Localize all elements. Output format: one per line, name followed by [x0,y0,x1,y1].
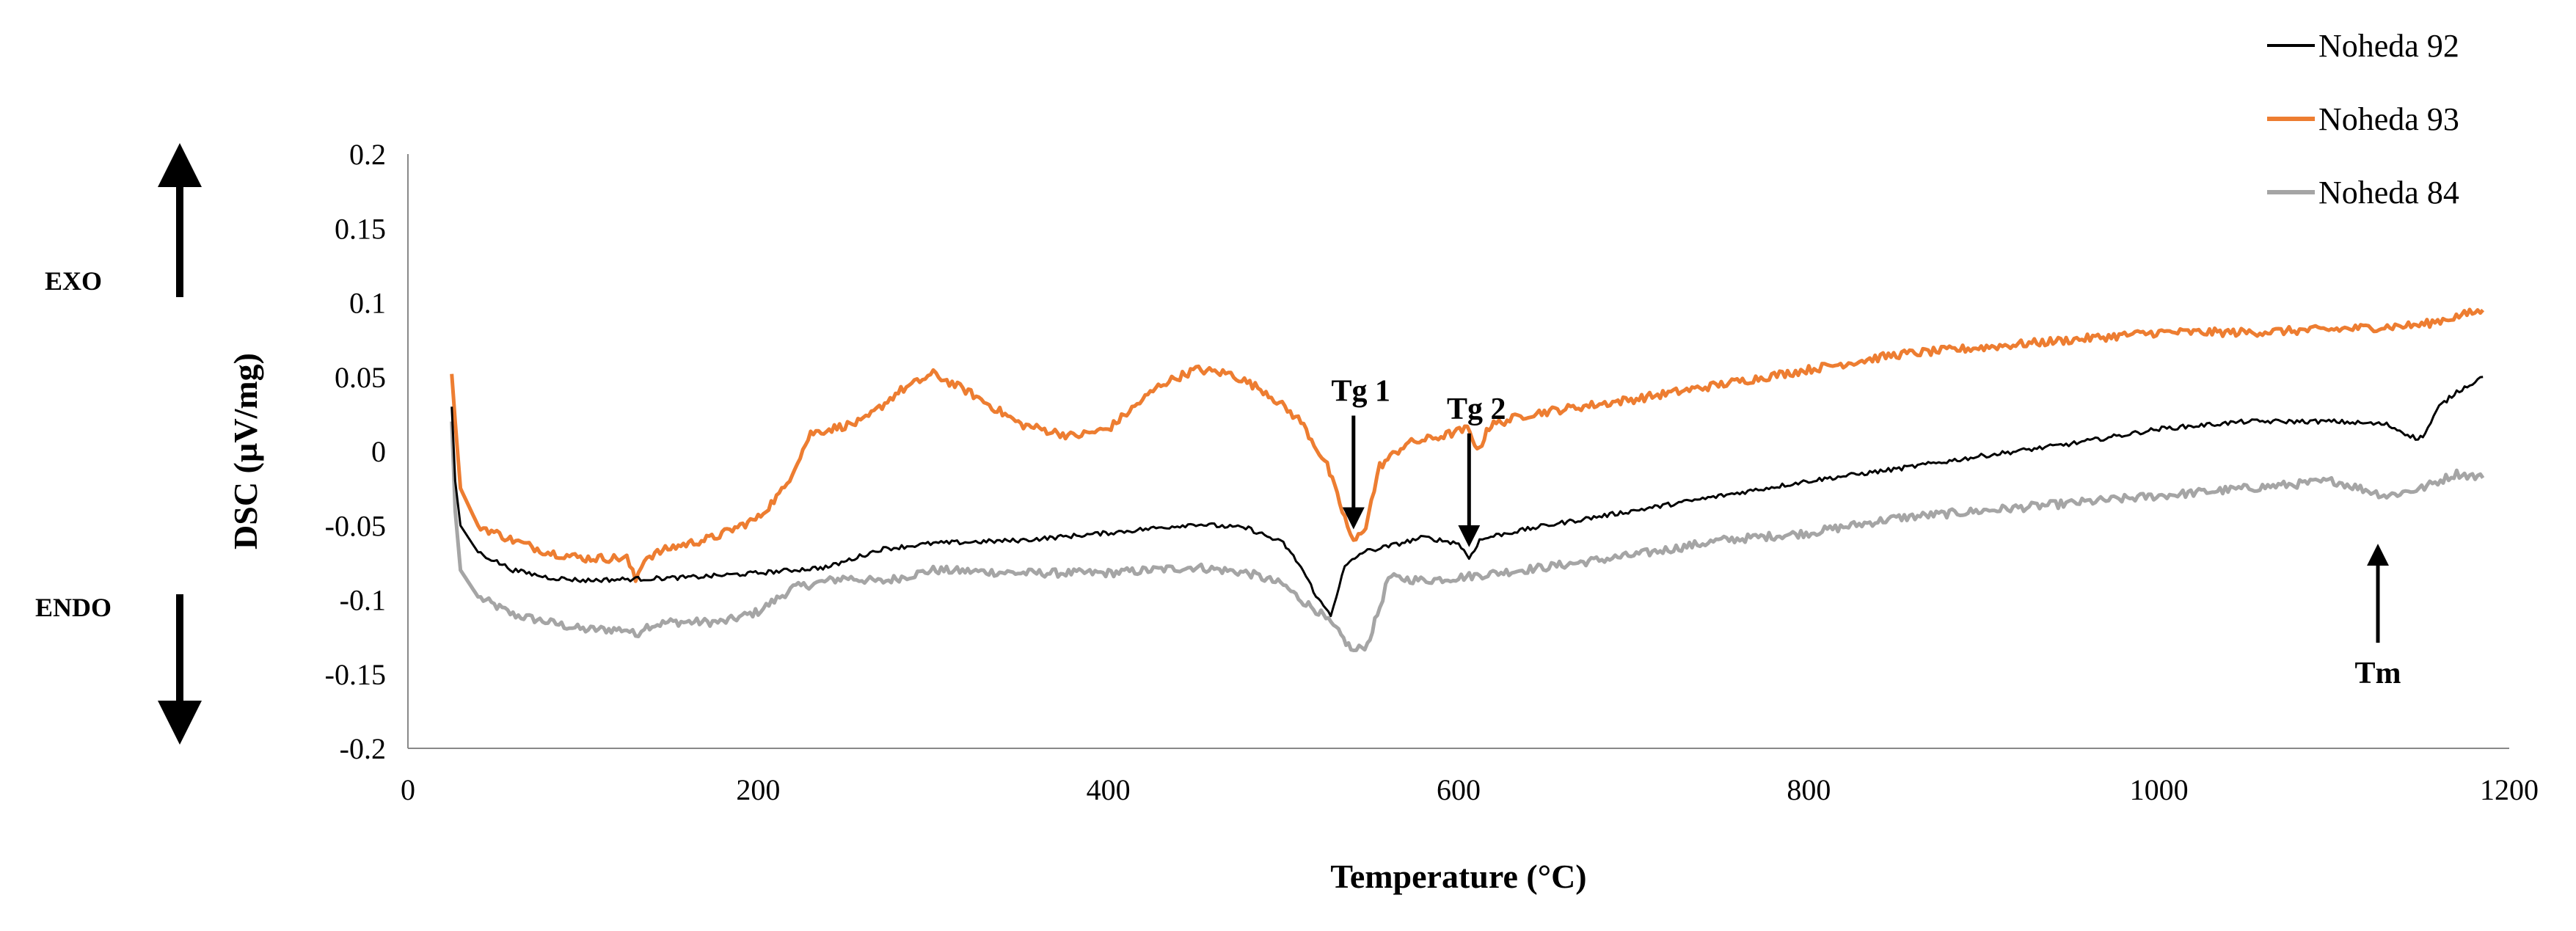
x-tick-label: 0 [401,773,415,806]
x-tick-label: 800 [1787,773,1831,806]
annotation-tg-2: Tg 2 [1447,393,1506,547]
legend-label: Noheda 92 [2318,28,2459,64]
x-tick-label: 600 [1437,773,1481,806]
series-line-noheda-84 [450,421,2485,652]
y-tick-label: 0.15 [335,212,386,245]
annotation-label: Tg 2 [1447,393,1506,426]
annotations: Tg 1 Tg 2 Tm [1332,375,2401,691]
y-tick-label: 0 [371,435,386,468]
legend: Noheda 92 Noheda 93 Noheda 84 [2267,28,2459,211]
legend-item: Noheda 84 [2267,175,2459,211]
annotation-tm: Tm [2355,544,2401,690]
y-tick-label: -0.2 [340,732,386,765]
x-tick-label: 1200 [2480,773,2539,806]
y-tick-label: 0.2 [349,138,386,171]
x-axis-title: Temperature (°C) [1330,858,1586,895]
y-tick-label: -0.05 [325,509,386,542]
series-lines [450,307,2485,652]
y-tick-label: 0.05 [335,361,386,394]
x-tick-labels: 0 200 400 600 800 1000 1200 [401,773,2539,806]
series-line-noheda-92 [450,376,2484,618]
exo-label: EXO [45,266,102,296]
x-tick-label: 1000 [2130,773,2189,806]
legend-item: Noheda 92 [2267,28,2459,64]
legend-item: Noheda 93 [2267,101,2459,137]
y-tick-label: -0.1 [340,584,386,617]
endo-label: ENDO [35,593,112,622]
legend-label: Noheda 84 [2318,175,2459,211]
annotation-label: Tm [2355,657,2401,690]
series-line-noheda-93 [450,307,2485,583]
axes [407,154,2509,749]
annotation-label: Tg 1 [1332,375,1391,409]
x-tick-label: 400 [1087,773,1131,806]
exo-indicator: EXO [45,143,202,297]
y-axis-title: DSC (µV/mg) [227,353,264,550]
legend-label: Noheda 93 [2318,101,2459,137]
y-tick-label: -0.15 [325,658,386,691]
x-tick-label: 200 [736,773,780,806]
annotation-tg-1: Tg 1 [1332,375,1391,530]
y-tick-labels: 0.2 0.15 0.1 0.05 0 -0.05 -0.1 -0.15 -0.2 [325,138,386,765]
y-tick-label: 0.1 [349,287,386,320]
endo-indicator: ENDO [35,593,202,745]
